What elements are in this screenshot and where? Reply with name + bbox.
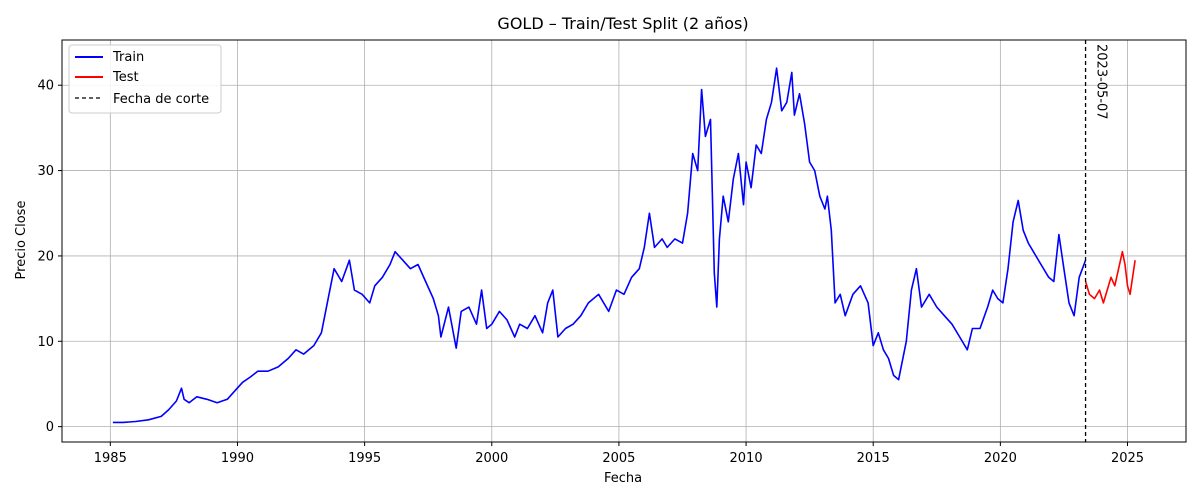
grid: [62, 40, 1186, 442]
chart-title: GOLD – Train/Test Split (2 años): [497, 14, 748, 33]
legend-train-label: Train: [112, 50, 144, 65]
series-line-train: [112, 67, 1087, 424]
plot-frame: [61, 39, 1187, 443]
cutoff-date-label: 2023-05-07: [1094, 44, 1109, 120]
legend-test-label: Test: [112, 70, 139, 85]
x-tick-label: 2000: [475, 451, 508, 466]
y-tick-label: 0: [46, 420, 54, 435]
legend-cutoff-label: Fecha de corte: [113, 92, 209, 107]
x-tick-label: 2015: [857, 451, 890, 466]
y-tick-label: 30: [37, 164, 54, 179]
x-tick-label: 1995: [348, 451, 381, 466]
x-tick-label: 1990: [221, 451, 254, 466]
x-tick-label: 1985: [94, 451, 127, 466]
x-axis: 1985 1990 1995 2000 2005 2010 2015 2020 2025: [94, 442, 1144, 466]
series-layer: [112, 67, 1136, 424]
x-axis-label: Fecha: [604, 471, 642, 486]
x-tick-label: 2005: [602, 451, 635, 466]
y-axis: 0 10 20 30 40: [37, 79, 62, 435]
y-tick-label: 40: [37, 79, 54, 94]
x-tick-label: 2025: [1111, 451, 1144, 466]
x-tick-label: 2020: [984, 451, 1017, 466]
legend: Train Test Fecha de corte: [68, 44, 222, 114]
y-axis-label: Precio Close: [14, 201, 29, 280]
x-tick-label: 2010: [730, 451, 763, 466]
y-tick-label: 10: [37, 335, 54, 350]
y-tick-label: 20: [37, 249, 54, 264]
series-line-test: [1084, 250, 1136, 304]
legend-box: [68, 44, 222, 114]
